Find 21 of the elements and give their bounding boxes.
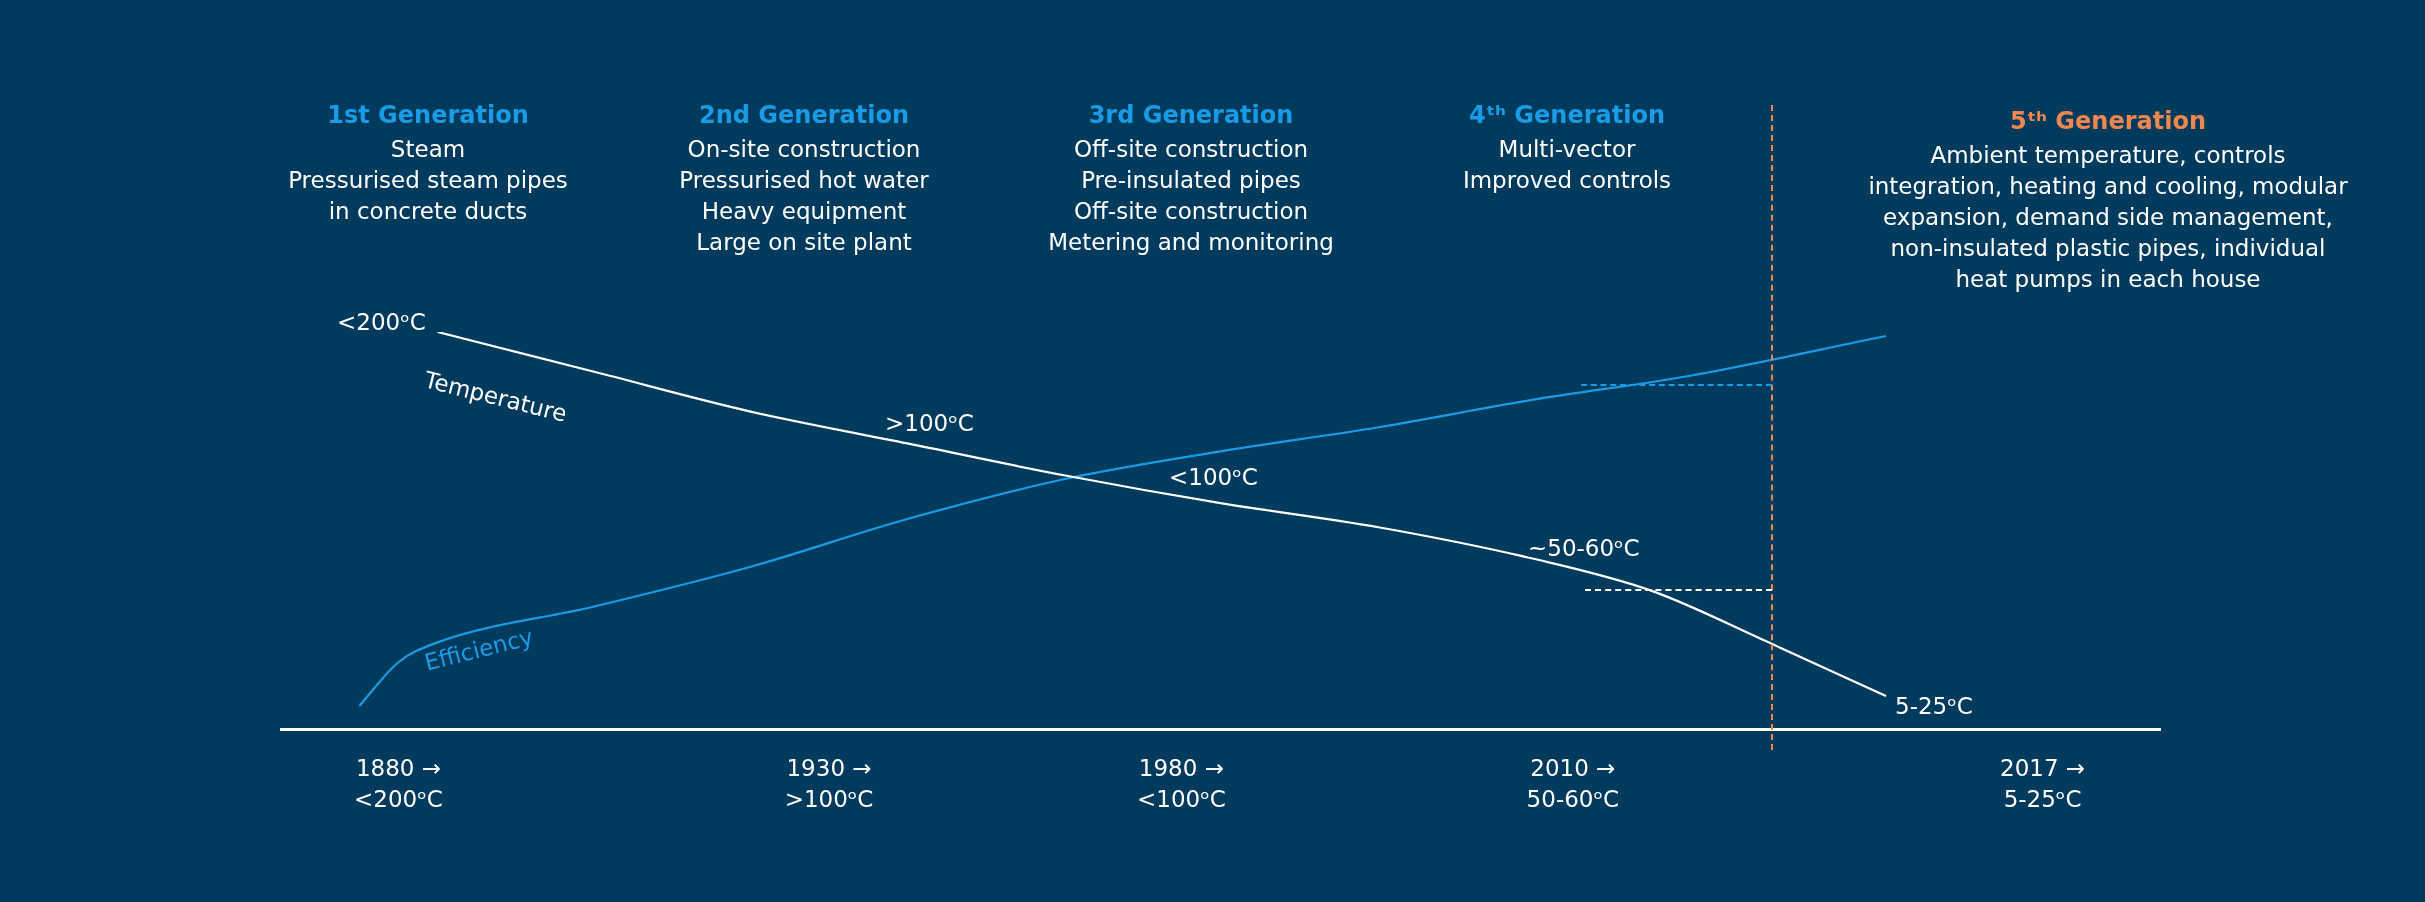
text: Efficiency	[421, 623, 536, 676]
annotation: <100ᵒC	[1169, 464, 1258, 490]
text: Off-site construction Pre-insulated pipes Off-site construction Metering and monitoring	[1048, 136, 1334, 255]
annotation: ~50-60ᵒC	[1528, 535, 1640, 561]
x-tick-label: 1880 → <200ᵒC	[354, 755, 443, 813]
x-tick-label: 1980 → <100ᵒC	[1136, 755, 1226, 813]
text: On-site construction Pressurised hot water Heavy equipment Large on site plant	[679, 136, 929, 255]
text: Ambient temperature, controls integration, heating and cooling, modular expansion, demand side management, non-insulated plastic pipes, individual heat pumps in each house	[1868, 141, 2348, 294]
text: 1st Generation	[327, 101, 529, 129]
text: 5ᵗʰ Generation	[2009, 106, 2207, 137]
text: Steam Pressurised steam pipes in concrete ducts	[288, 136, 568, 224]
x-tick-label: 2017 → 5-25ᵒC	[2000, 755, 2086, 813]
text: Multi-vector Improved controls	[1462, 136, 1672, 193]
x-tick-label: 1930 → >100ᵒC	[784, 755, 874, 813]
annotation: >100ᵒC	[885, 410, 974, 436]
annotation: <200ᵒC	[337, 309, 426, 335]
text: 2nd Generation	[699, 101, 909, 129]
text: 3rd Generation	[1088, 101, 1294, 129]
annotation: 5-25ᵒC	[1895, 693, 1973, 719]
text: 4ᵗʰ Generation	[1469, 101, 1665, 129]
x-tick-label: 2010 → 50-60ᵒC	[1526, 755, 1620, 813]
